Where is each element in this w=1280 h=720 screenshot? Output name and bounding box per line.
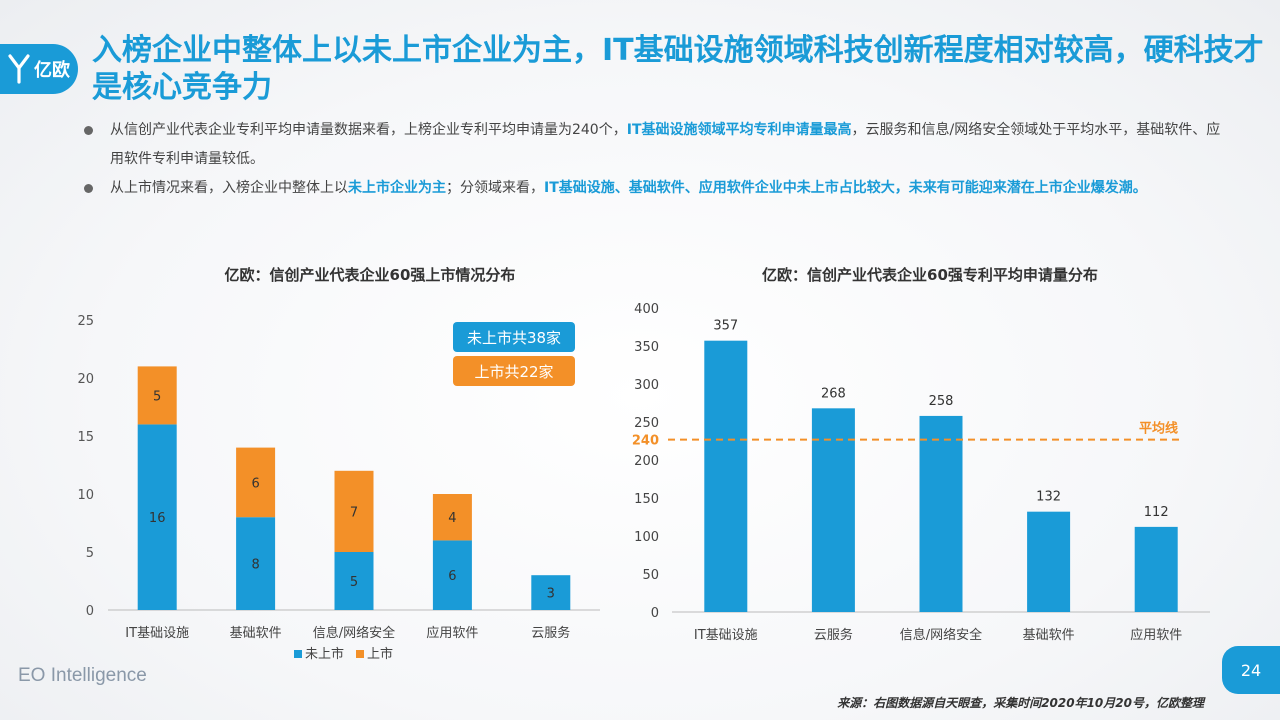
bullet-text: ，云服务和信息/网络安全领域处于平均水平，基础软件、应用软件专利申请量较低。 — [110, 122, 1221, 167]
y-tick-label: 350 — [634, 340, 659, 355]
bullet-dot-icon — [84, 126, 93, 135]
bullet-text: 从信创产业代表企业专利平均申请量数据来看，上榜企业专利平均申请量为240个， — [110, 122, 627, 138]
y-tick-label: 25 — [77, 314, 94, 329]
bar — [1027, 511, 1071, 612]
bullet-highlight: 未上市企业为主 — [348, 180, 446, 196]
legend-swatch — [294, 650, 302, 658]
legend-swatch — [356, 650, 364, 658]
bar-segment — [334, 552, 374, 610]
y-tick-label: 200 — [634, 454, 659, 469]
bar-segment — [334, 470, 374, 552]
logo-text: 亿欧 — [34, 60, 70, 81]
data-label: 3 — [547, 587, 555, 602]
data-label: 258 — [929, 394, 954, 409]
bar-segment — [236, 447, 276, 518]
data-label: 112 — [1144, 505, 1169, 520]
y-tick-label: 400 — [634, 302, 659, 317]
y-tick-label: 20 — [77, 372, 94, 387]
data-label: 357 — [713, 319, 738, 334]
bullet-highlight: IT基础设施领域平均专利申请量最高 — [626, 122, 852, 138]
brand-logo: 亿欧 — [0, 44, 78, 94]
y-tick-label: 150 — [634, 492, 659, 507]
bar — [811, 408, 855, 612]
x-tick-label: IT基础设施 — [125, 626, 189, 641]
x-tick-label: 应用软件 — [1130, 627, 1182, 643]
data-label: 268 — [821, 386, 846, 401]
average-value-label: 240 — [632, 434, 659, 449]
bar-segment — [236, 517, 276, 610]
y-tick-label: 250 — [634, 416, 659, 431]
x-tick-label: 信息/网络安全 — [900, 627, 982, 643]
page-number: 24 — [1222, 646, 1280, 694]
y-tick-label: 300 — [634, 378, 659, 393]
bullet-item: 从信创产业代表企业专利平均申请量数据来看，上榜企业专利平均申请量为240个，IT… — [82, 116, 1222, 174]
listed-total-badge: 上市共22家 — [453, 356, 575, 386]
unlisted-total-badge: 未上市共38家 — [453, 322, 575, 352]
data-label: 4 — [448, 511, 456, 526]
x-tick-label: IT基础设施 — [694, 628, 758, 643]
x-tick-label: 云服务 — [531, 625, 570, 641]
source-note: 来源：右图数据源自天眼查，采集时间2020年10月20号，亿欧整理 — [837, 696, 1204, 710]
page-title: 入榜企业中整体上以未上市企业为主，IT基础设施领域科技创新程度相对较高，硬科技才… — [92, 33, 1264, 105]
data-label: 6 — [448, 569, 456, 584]
bar-segment — [531, 575, 571, 610]
average-line-label: 平均线 — [1139, 421, 1178, 437]
x-tick-label: 云服务 — [814, 627, 853, 643]
bar-segment — [432, 540, 472, 610]
right-chart-title: 亿欧：信创产业代表企业60强专利平均申请量分布 — [762, 266, 1098, 284]
logo-mark-icon — [8, 54, 30, 84]
bullet-item: 从上市情况来看，入榜企业中整体上以未上市企业为主；分领域来看，IT基础设施、基础… — [82, 174, 1222, 203]
bullet-dot-icon — [84, 184, 93, 193]
x-tick-label: 应用软件 — [426, 625, 478, 641]
x-tick-label: 信息/网络安全 — [313, 625, 395, 641]
x-tick-label: 基础软件 — [230, 626, 282, 641]
data-label: 8 — [251, 558, 259, 573]
bar — [919, 415, 963, 612]
footer-brand: EO Intelligence — [18, 665, 147, 686]
bullet-list: 从信创产业代表企业专利平均申请量数据来看，上榜企业专利平均申请量为240个，IT… — [82, 116, 1222, 203]
bullet-text: 从上市情况来看，入榜企业中整体上以 — [110, 180, 348, 196]
y-tick-label: 0 — [86, 604, 94, 619]
bar-segment — [137, 366, 177, 425]
bullet-highlight: IT基础设施、基础软件、应用软件企业中未上市占比较大，未来有可能迎来潜在上市企业… — [544, 180, 1147, 196]
y-tick-label: 15 — [77, 430, 94, 445]
y-tick-label: 0 — [651, 606, 659, 621]
data-label: 5 — [153, 389, 161, 404]
data-label: 132 — [1036, 490, 1061, 505]
data-label: 7 — [350, 505, 358, 520]
bullet-text: ；分领域来看， — [446, 180, 544, 196]
bar — [1134, 526, 1178, 612]
data-label: 5 — [350, 575, 358, 590]
left-chart-title: 亿欧：信创产业代表企业60强上市情况分布 — [224, 266, 516, 284]
bar — [704, 340, 748, 612]
data-label: 16 — [149, 511, 166, 526]
bar-segment — [137, 424, 177, 610]
listing-status-chart: 0 5 10 15 20 25 16 5 IT基础设施 8 6 基础软件 5 7 信息/网络安全 6 4 应用软件… — [77, 314, 600, 662]
legend-label: 未上市 — [305, 646, 344, 662]
y-tick-label: 10 — [77, 488, 94, 503]
bar-segment — [432, 494, 472, 541]
x-tick-label: 基础软件 — [1023, 628, 1075, 643]
patent-average-chart: 0 50 100 150 200 250 300 350 400 357 IT基础设施 268 云服务 2… — [632, 302, 1210, 643]
y-tick-label: 50 — [642, 568, 659, 583]
data-label: 6 — [251, 476, 259, 491]
y-tick-label: 5 — [86, 546, 94, 561]
legend-label: 上市 — [367, 646, 393, 662]
y-tick-label: 100 — [634, 530, 659, 545]
